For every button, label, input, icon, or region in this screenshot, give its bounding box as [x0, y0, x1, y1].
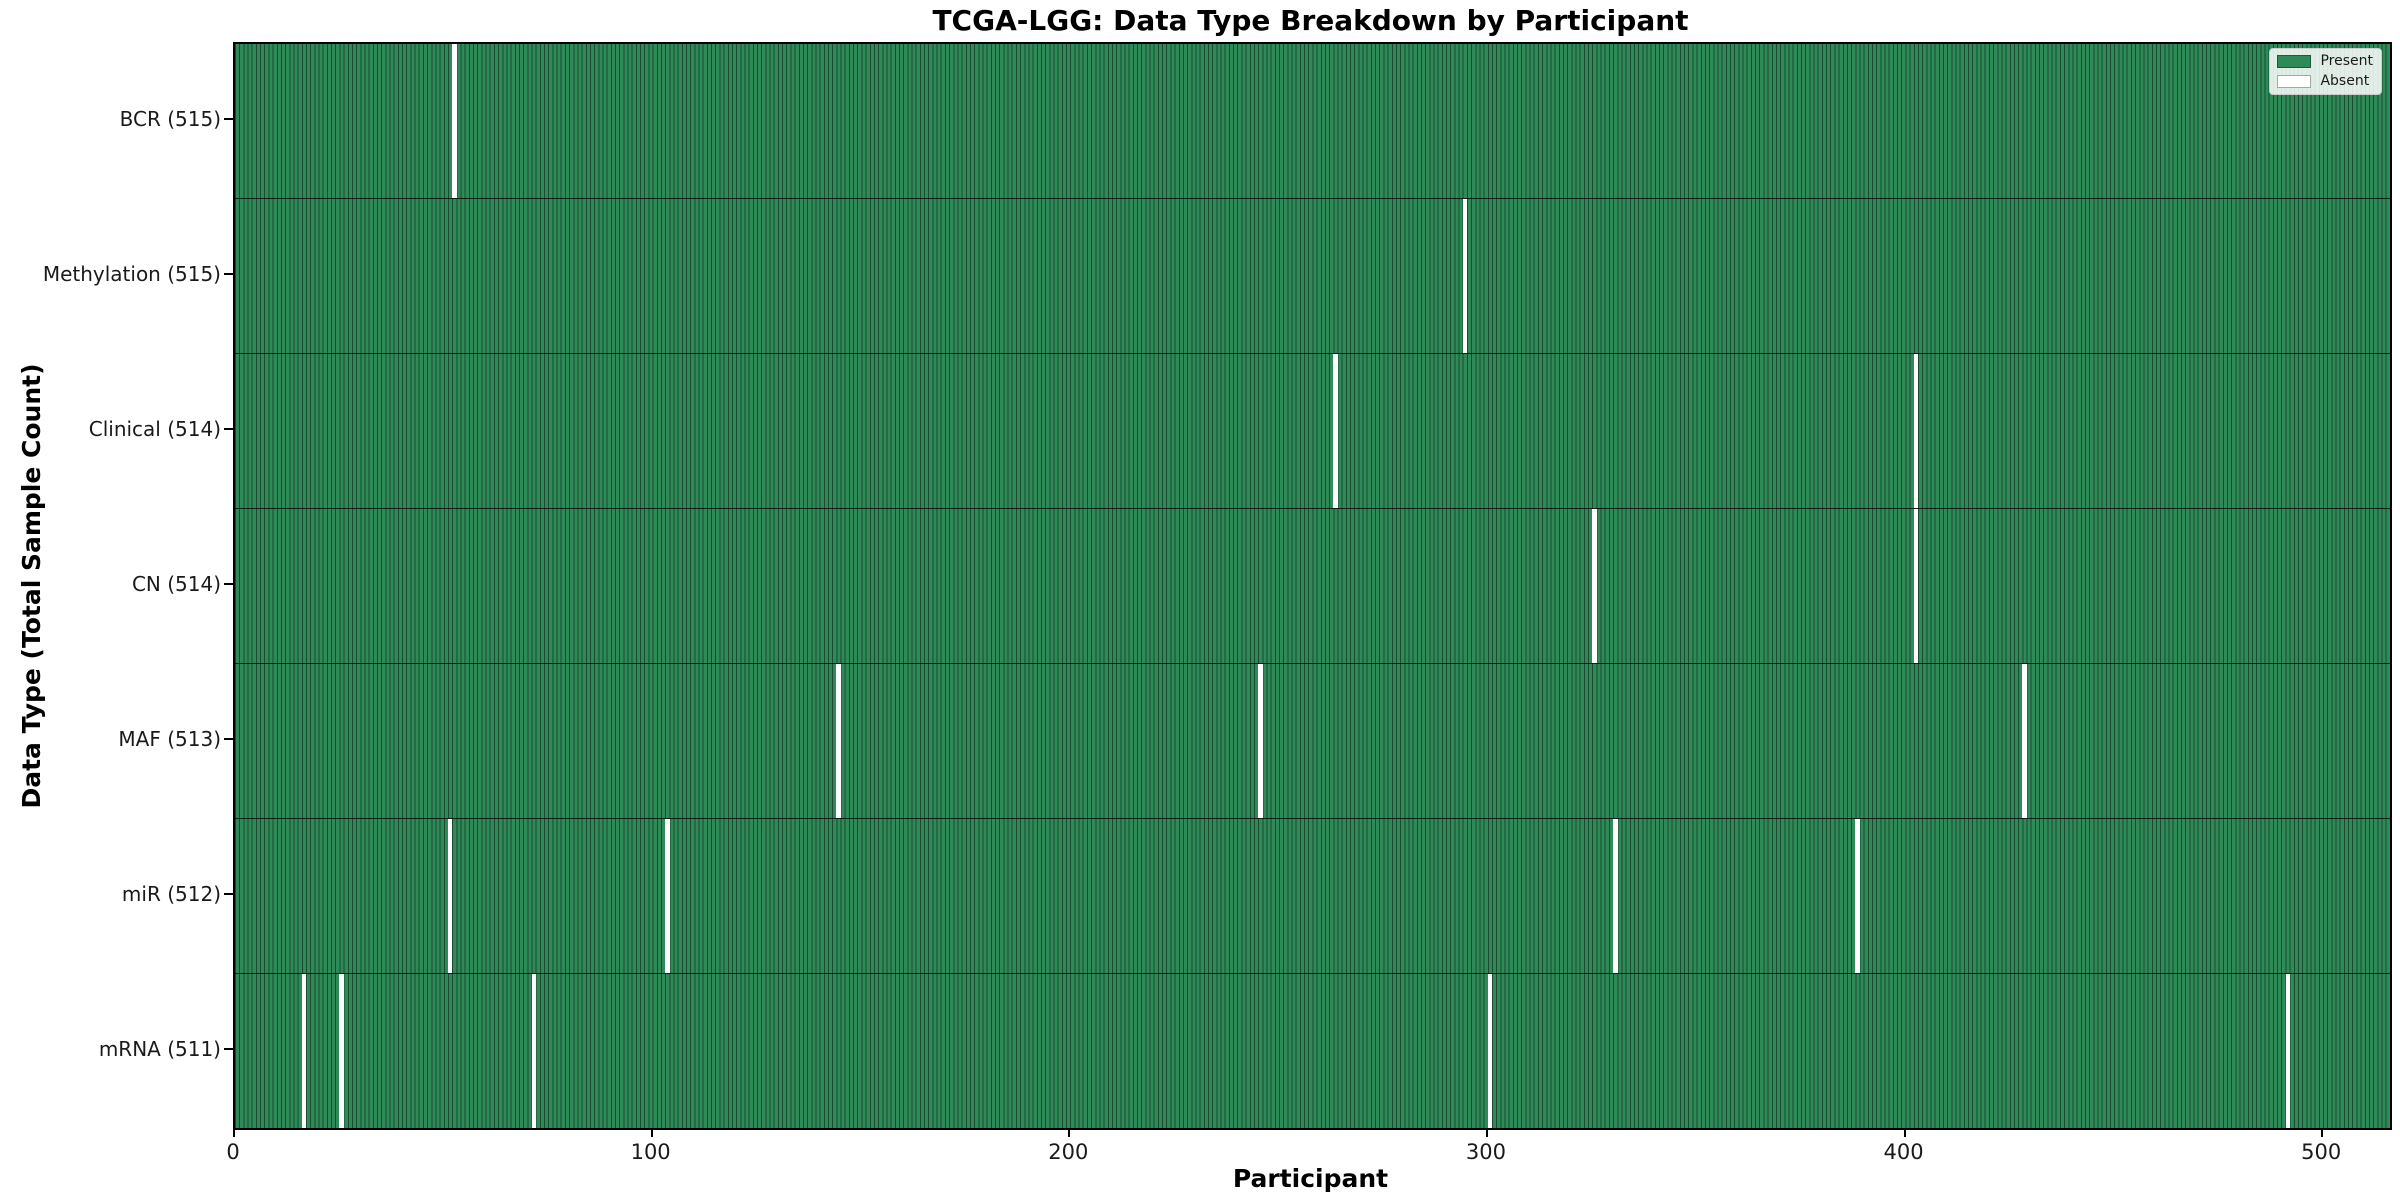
x-tick-label: 100 — [630, 1140, 671, 1164]
y-tick-label-mir: miR (512) — [121, 881, 221, 906]
y-tick-mark — [224, 118, 233, 121]
x-tick-mark — [1903, 1128, 1906, 1137]
x-axis: 0 100 200 300 400 500 — [226, 1128, 2388, 1198]
x-tick-label: 400 — [1883, 1140, 1924, 1164]
absent-gap — [1855, 819, 1860, 973]
absent-gap — [1613, 819, 1618, 973]
absent-gap — [447, 819, 453, 973]
legend: Present Absent — [2269, 48, 2382, 95]
y-tick-label-mrna: mRNA (511) — [98, 1036, 221, 1061]
absent-swatch-icon — [2277, 75, 2312, 88]
absent-gap — [531, 974, 536, 1128]
x-tick-label: 300 — [1465, 1140, 1506, 1164]
x-tick-mark — [233, 1128, 235, 1137]
absent-gap — [836, 664, 841, 818]
heatmap-row-mir — [235, 818, 2390, 973]
absent-gap — [1592, 509, 1597, 663]
legend-entry-absent: Absent — [2277, 74, 2373, 89]
y-tick-mark — [224, 892, 233, 895]
y-tick-mark — [224, 273, 233, 276]
absent-gap — [1333, 354, 1338, 508]
chart-title: TCGA-LGG: Data Type Breakdown by Partici… — [932, 4, 1689, 37]
x-tick-label: 0 — [226, 1140, 240, 1164]
absent-gap — [1487, 974, 1493, 1128]
x-tick-mark — [1068, 1128, 1071, 1137]
y-tick-label-clinical: Clinical (514) — [88, 417, 221, 442]
absent-gap — [665, 819, 670, 973]
heatmap-row-methylation — [235, 198, 2390, 353]
y-tick-label-maf: MAF (513) — [118, 726, 221, 751]
x-tick-mark — [650, 1128, 653, 1137]
heatmap-row-clinical — [235, 353, 2390, 508]
x-axis-title: Participant — [1232, 1164, 1389, 1193]
absent-gap — [1258, 664, 1263, 818]
absent-gap — [1462, 199, 1468, 353]
y-axis-tick-labels: BCR (515) Methylation (515) Clinical (514)… — [0, 42, 221, 1126]
absent-gap — [1913, 509, 1919, 663]
heatmap-row-mrna — [235, 973, 2390, 1128]
x-tick-mark — [2321, 1128, 2324, 1137]
y-tick-label-bcr: BCR (515) — [119, 107, 221, 132]
absent-gap — [2285, 974, 2290, 1128]
plot-area — [233, 42, 2392, 1130]
absent-gap — [1913, 354, 1919, 508]
heatmap-row-maf — [235, 663, 2390, 818]
legend-entry-present: Present — [2277, 54, 2373, 69]
y-tick-mark — [224, 737, 233, 740]
x-tick-mark — [1485, 1128, 1488, 1137]
y-tick-mark — [224, 583, 233, 585]
legend-label-absent: Absent — [2320, 73, 2370, 89]
legend-label-present: Present — [2320, 53, 2373, 69]
y-tick-mark — [224, 1047, 233, 1050]
y-tick-label-cn: CN (514) — [131, 572, 221, 596]
heatmap-row-cn — [235, 508, 2390, 663]
absent-gap — [339, 974, 344, 1128]
absent-gap — [452, 44, 457, 198]
y-tick-label-methylation: Methylation (515) — [42, 262, 221, 287]
x-tick-label: 500 — [2301, 1140, 2342, 1164]
heatmap-row-bcr — [235, 44, 2390, 198]
absent-gap — [301, 974, 307, 1128]
present-swatch-icon — [2277, 55, 2312, 68]
x-tick-label: 200 — [1048, 1140, 1089, 1164]
y-tick-mark — [224, 428, 233, 431]
absent-gap — [2022, 664, 2027, 818]
